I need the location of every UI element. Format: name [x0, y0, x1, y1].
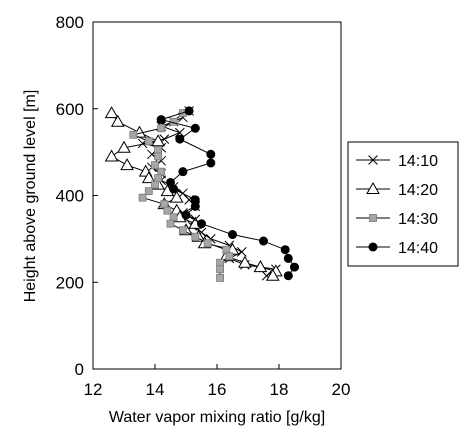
- series-1440-point: [283, 271, 293, 281]
- series-1420-point: [141, 171, 156, 184]
- series-1430-point: [151, 161, 159, 170]
- legend-1410-label: 14:10: [398, 153, 438, 170]
- series-1440-point: [280, 245, 290, 255]
- series-1430-point: [203, 239, 212, 248]
- y-axis-ticks: 0 200 400 600 800: [56, 13, 98, 379]
- series-1440-point: [175, 134, 185, 144]
- x-tick-label: 14: [146, 380, 165, 399]
- legend-box: [347, 141, 459, 267]
- x-tick-label: 18: [270, 380, 289, 399]
- series-1440-point: [290, 262, 299, 272]
- y-tick-label: 800: [56, 13, 84, 32]
- legend-1440: 14:40: [356, 240, 438, 257]
- y-tick-label: 400: [56, 187, 84, 206]
- legend-1420-point: [366, 181, 380, 194]
- series-1440-point: [259, 236, 268, 246]
- series-1440-point: [190, 201, 200, 211]
- series-1430: [129, 109, 234, 282]
- series-1440-point: [190, 195, 200, 205]
- plot-area: [92, 21, 342, 370]
- series-1430-point: [144, 137, 153, 146]
- x-axis-label: Water vapor mixing ratio [g/kg]: [109, 409, 325, 426]
- series-1410-point: [236, 247, 247, 257]
- series-1430-point: [163, 206, 172, 215]
- series-1420-point: [265, 268, 280, 281]
- series-1430-point: [160, 200, 169, 209]
- series-1440-point: [156, 115, 166, 125]
- series-1430-point: [216, 274, 225, 282]
- series-1410: [137, 106, 281, 281]
- legend-1430: 14:30: [356, 211, 438, 228]
- legend-1420-label: 14:20: [398, 182, 438, 199]
- series-1430-point: [144, 187, 153, 196]
- legend-1410: 14:10: [356, 153, 438, 170]
- legend-items: 14:10 14:20 14:30 14:40: [356, 153, 438, 257]
- plot-frame: [92, 21, 342, 370]
- series-1420-point: [169, 190, 184, 203]
- series-1430-point: [216, 265, 225, 274]
- x-axis-ticks: 12 14 16 18 20: [84, 364, 351, 399]
- series-1440-point: [228, 230, 237, 240]
- series-1430-point: [169, 213, 178, 222]
- series-1440: [156, 106, 299, 281]
- y-axis-label: Height above ground level [m]: [22, 90, 39, 303]
- series-1420-point: [151, 134, 165, 147]
- legend: 14:10 14:20 14:30 14:40: [347, 141, 459, 267]
- legend-1440-label: 14:40: [398, 240, 438, 257]
- series-1440-point: [206, 149, 216, 159]
- series-1430-point: [225, 252, 234, 261]
- series-1430-point: [151, 180, 159, 189]
- series-1430-point: [222, 245, 231, 254]
- series-1430-point: [154, 152, 163, 161]
- series-1430-point: [129, 130, 138, 139]
- series-1440-point: [190, 123, 200, 133]
- series-1410-point: [174, 127, 185, 138]
- series-layer: [104, 106, 299, 282]
- legend-1430-label: 14:30: [398, 211, 438, 228]
- series-1430-point: [178, 226, 187, 235]
- y-tick-label: 600: [56, 100, 84, 119]
- y-tick-label: 200: [56, 273, 84, 292]
- series-1430-point: [157, 124, 166, 133]
- series-1430-point: [166, 219, 175, 228]
- x-tick-label: 20: [332, 380, 351, 399]
- x-tick-label: 16: [208, 380, 227, 399]
- series-1430-point: [191, 232, 200, 241]
- series-1420-point: [104, 106, 119, 119]
- series-1420-point: [238, 255, 252, 268]
- series-1430-point: [154, 174, 163, 183]
- legend-1420: 14:20: [356, 181, 438, 199]
- series-1440-point: [206, 158, 216, 168]
- x-tick-label: 12: [84, 380, 103, 399]
- series-1430-point: [157, 167, 166, 176]
- series-1420-point: [117, 140, 131, 153]
- series-1420-point: [110, 114, 125, 127]
- series-1430-point: [138, 193, 147, 202]
- series-1420-point: [120, 158, 134, 171]
- legend-1440-point: [368, 242, 378, 252]
- series-1420-point: [104, 149, 119, 162]
- series-1440-point: [169, 184, 179, 194]
- series-1440-point: [181, 210, 191, 220]
- series-1440-point: [197, 219, 206, 229]
- series-1440-point: [184, 106, 194, 116]
- series-1420-point: [253, 260, 268, 273]
- series-1430-point: [216, 258, 225, 267]
- series-1430-point: [154, 146, 163, 154]
- series-1440-point: [283, 253, 293, 263]
- y-tick-label: 0: [75, 360, 84, 379]
- series-1440-point: [178, 167, 188, 177]
- legend-1430-point: [369, 214, 377, 222]
- legend-1410-point: [368, 155, 378, 165]
